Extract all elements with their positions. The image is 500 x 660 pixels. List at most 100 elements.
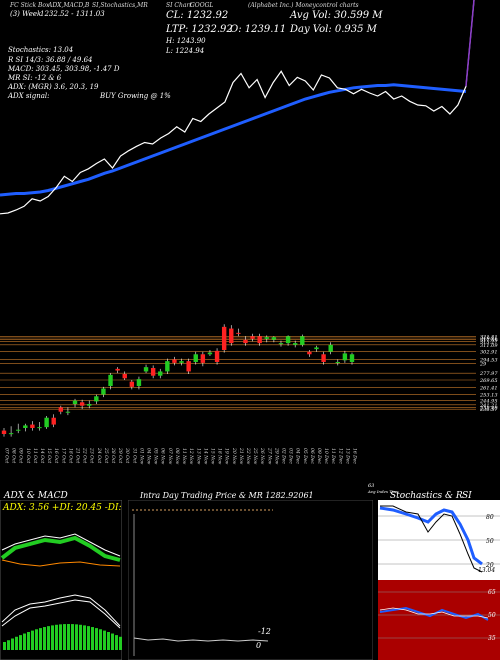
level-label: 236.57 [479, 407, 498, 413]
date-tick-label: 07 Nov [167, 448, 173, 465]
stoch-rsi-panel: 80 50 20 13.04 65 50 35 [378, 500, 500, 660]
header-link-si-stoch[interactable]: SI,Stochastics,MR [92, 2, 148, 9]
macd-bar [35, 629, 38, 650]
candle-body [314, 347, 319, 350]
macd-bar [87, 626, 90, 650]
macd-bar [15, 636, 18, 650]
intraday-zero-label: 0 [256, 641, 261, 650]
macd-bar [119, 636, 122, 650]
quote-low: L: 1224.94 [166, 47, 205, 55]
level-label: 269.65 [479, 378, 498, 384]
rsi-level-50: 50 [488, 612, 496, 619]
intraday-mr-value: -12 [258, 627, 271, 636]
candle-body [129, 381, 135, 387]
indicator-mr: MR SI: -12 & 6 [8, 74, 62, 82]
candle-body [221, 326, 227, 350]
date-tick-label: 31 Oct [131, 448, 137, 463]
macd-line-white [1, 594, 121, 627]
candle-body [335, 362, 340, 363]
rsi-line-white [379, 607, 489, 619]
candle-body [257, 336, 262, 344]
price-line-series [0, 0, 475, 215]
candle-body [229, 328, 234, 344]
rsi-background [378, 580, 500, 660]
date-tick-label: 01 Nov [138, 448, 144, 465]
candle-body [30, 424, 35, 428]
date-tick-label: 06 Dec [309, 448, 315, 464]
candle-body [87, 404, 92, 406]
date-tick-label: 15 Nov [209, 448, 215, 465]
date-tick-label: 03 Dec [288, 448, 294, 464]
candle-body [72, 400, 78, 404]
candle-body [101, 388, 106, 395]
header-link-adx-macd[interactable]: ADX,MACD,B [48, 2, 90, 9]
candle-body [285, 336, 291, 344]
candle-body [243, 339, 248, 344]
date-tick-label: 30 Oct [124, 448, 130, 463]
candle-body [150, 368, 156, 376]
candle-body [8, 433, 14, 435]
date-tick-label: 20 Nov [231, 447, 237, 465]
candle-body [179, 361, 184, 363]
date-tick-label: 28 Oct [110, 447, 116, 463]
quote-close: CL: 1232.92 [166, 10, 229, 21]
macd-bar [75, 624, 78, 650]
indicator-adx: ADX: (MGR) 3.6, 20.3, 19 [8, 83, 99, 91]
header-week: (3) Week [10, 10, 42, 18]
candle-body [292, 343, 298, 345]
candle-body [136, 379, 142, 386]
candle-body [158, 371, 163, 376]
indicator-signal: BUY Growing @ 1% [100, 92, 171, 100]
adx-line-orange [1, 559, 121, 567]
adx-line-white [1, 533, 121, 557]
date-tick-label: 07 Oct [4, 448, 10, 463]
date-tick-label: 04 Nov [146, 448, 152, 465]
date-tick-label: 11 Dec [330, 448, 336, 464]
level-label: 302.91 [480, 350, 498, 356]
adx-values: ADX: 3.56 +DI: 20.45 -DI: 19.05 [2, 503, 122, 513]
candle-body [143, 367, 149, 372]
level-label: 261.41 [479, 386, 498, 392]
header-link-si-chart[interactable]: SI Chart [166, 2, 192, 9]
date-tick-label: 29 Oct [117, 447, 123, 463]
stoch-d-line [379, 506, 483, 566]
header-company: (Alphabet Inc.) Moneycontrol charts [248, 2, 359, 9]
candle-body [278, 343, 284, 345]
stoch-level-80: 80 [486, 514, 494, 521]
candle-body [172, 359, 177, 363]
stoch-level-50: 50 [486, 538, 494, 545]
date-tick-label: 18 Nov [217, 448, 223, 465]
candle-body [51, 417, 56, 425]
date-tick-label: 11 Oct [32, 448, 38, 463]
date-tick-label: 04 Dec [295, 448, 301, 464]
candle-body [1, 430, 7, 434]
macd-bar [103, 630, 106, 650]
adx-panel-title: ADX & MACD [4, 491, 68, 501]
macd-bar [99, 629, 102, 650]
quote-day-volume: Day Vol: 0.935 M [290, 24, 377, 35]
date-tick-label: 13 Nov [195, 448, 201, 465]
macd-bar [111, 633, 114, 650]
date-tick-label: 27 Nov [266, 447, 272, 465]
date-tick-label: 14 Oct [39, 448, 45, 463]
macd-bar [115, 635, 118, 650]
candle-body [115, 368, 120, 371]
header-link-fc[interactable]: FC Stick Box [10, 2, 50, 9]
indicator-macd: MACD: 303.45, 303.98, -1.47 D [8, 65, 120, 73]
macd-bar [23, 633, 26, 650]
macd-bar [83, 625, 86, 650]
candle-body [349, 354, 355, 362]
level-label: 294.53 [479, 357, 498, 363]
lower-label-index: Avg Index Ties [368, 489, 398, 494]
candle-body [236, 332, 241, 334]
ma-line-series [0, 83, 467, 197]
indicator-rsi: R SI 14/3: 36.88 / 49.64 [8, 56, 93, 64]
candle-body [264, 337, 269, 339]
date-tick-label: 29 Nov [273, 447, 279, 465]
level-label: 315.27 [480, 339, 498, 345]
candle-body [37, 427, 42, 429]
date-tick-label: 15 Oct [46, 448, 52, 463]
macd-bar [107, 631, 110, 650]
date-tick-label: 21 Oct [75, 447, 81, 463]
indicator-adx-signal-label: ADX signal: [8, 92, 50, 100]
